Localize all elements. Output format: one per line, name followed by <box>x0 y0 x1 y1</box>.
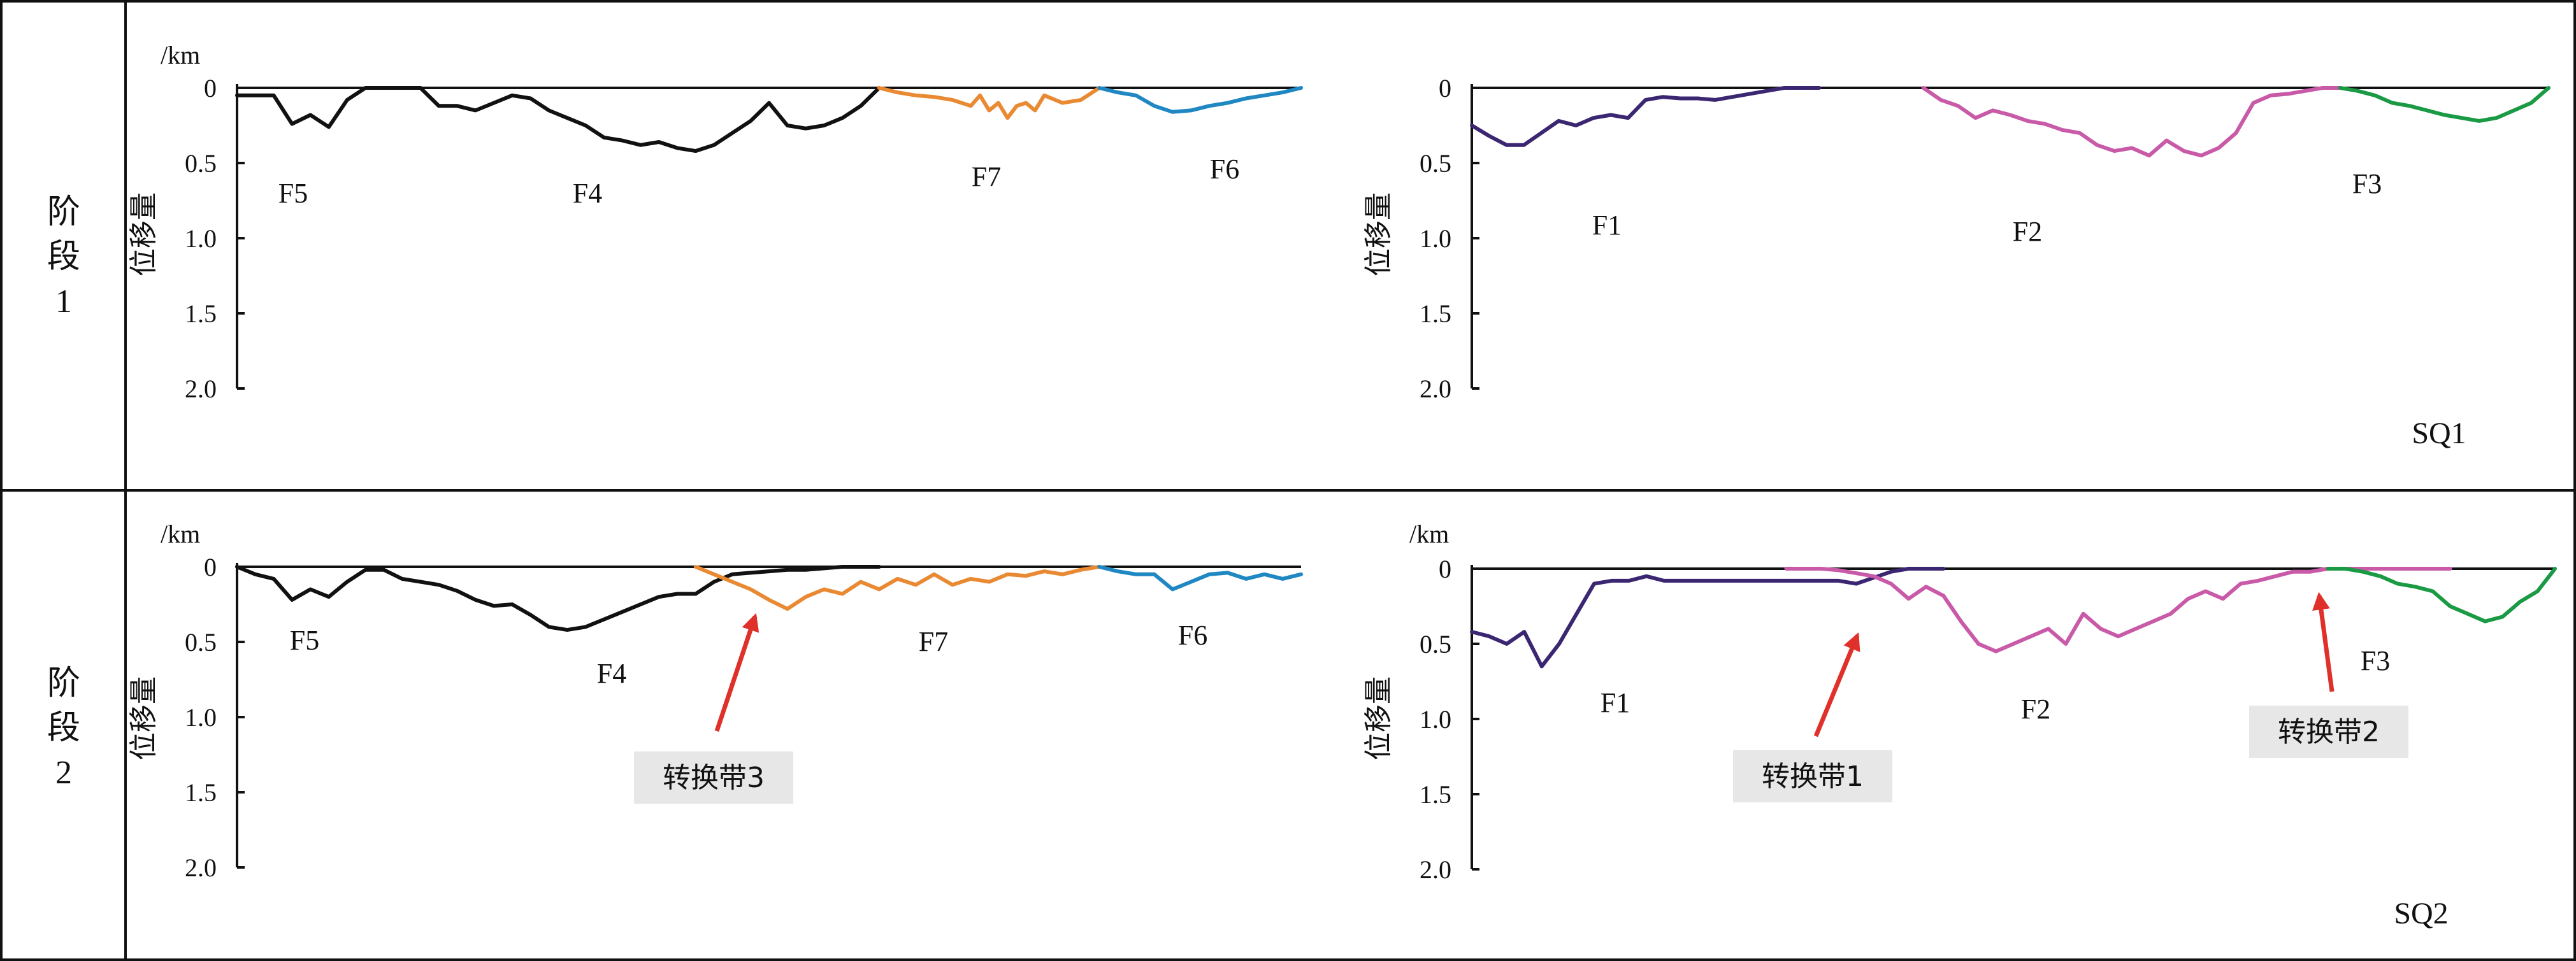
transfer-zone-box <box>2249 706 2408 758</box>
series-line-f3 <box>2338 86 2551 123</box>
y-tick-label: 0.5 <box>1420 630 1451 658</box>
y-tick-label: 2.0 <box>185 853 217 882</box>
transfer-zone-label: 转换带3 <box>663 762 765 794</box>
y-tick-label: 0 <box>1439 74 1451 103</box>
series-line-f1 <box>1470 567 1946 669</box>
sequence-label: SQ1 <box>2412 416 2466 450</box>
fault-label-f6: F6 <box>1210 153 1239 185</box>
stage-2-char-2: 段 <box>47 710 80 746</box>
stage-1-char-2: 段 <box>47 239 80 275</box>
series-line-f4 <box>418 565 881 632</box>
y-tick-label: 1.0 <box>1420 224 1451 253</box>
transfer-zone-box <box>1733 750 1892 802</box>
y-unit-label: /km <box>161 41 200 69</box>
y-tick-label: 0 <box>204 74 217 103</box>
series-line-f5 <box>235 565 422 602</box>
series-line-f5 <box>235 86 422 129</box>
fault-label-f3: F3 <box>2361 645 2390 676</box>
chart-panel-1: 0 0.5 1.0 1.5 2.0/km 位移量 F5 F4 F7 F6 <box>127 41 1303 403</box>
y-tick-label: 0.5 <box>185 628 217 657</box>
series-line-f1 <box>1470 86 1822 147</box>
y-unit-label: /km <box>1409 520 1449 548</box>
y-axis-label: 位移量 <box>1362 676 1395 760</box>
chart-panel-3: 0 0.5 1.0 1.5 2.0/km 位移量 F5 F4 F7 F6 转换带3 <box>127 520 1303 882</box>
series-line-f2 <box>1784 567 2452 653</box>
stage-label-2: 阶 段 2 <box>47 666 80 791</box>
series-line-f6 <box>1097 86 1303 114</box>
stage-2-char-1: 阶 <box>47 666 80 702</box>
y-tick-label: 1.0 <box>185 224 217 253</box>
series-line-f4 <box>418 86 881 153</box>
y-axis-label: 位移量 <box>127 192 160 276</box>
fault-label-f2: F2 <box>2013 216 2042 247</box>
y-tick-label: 1.5 <box>1420 299 1451 328</box>
y-tick-label: 1.0 <box>1420 705 1451 734</box>
y-tick-label: 1.5 <box>1420 780 1451 809</box>
fault-label-f7: F7 <box>972 161 1001 192</box>
chart-panel-2: 0 0.5 1.0 1.5 2.0 位移量 F1 F2 F3 SQ1 <box>1362 74 2551 450</box>
stage-label-1: 阶 段 1 <box>47 194 80 320</box>
y-axis-label: 位移量 <box>1362 192 1395 276</box>
y-tick-label: 1.5 <box>185 778 217 807</box>
y-tick-label: 0 <box>204 553 217 581</box>
fault-label-f5: F5 <box>278 178 308 209</box>
transfer-zone-box <box>634 751 793 804</box>
fault-label-f1: F1 <box>1601 687 1630 718</box>
fault-label-f2: F2 <box>2021 694 2050 725</box>
y-unit-label: /km <box>161 520 200 548</box>
transfer-zone-arrow <box>714 613 759 732</box>
fault-label-f4: F4 <box>597 658 626 689</box>
fault-label-f3: F3 <box>2352 168 2382 199</box>
y-tick-label: 2.0 <box>1420 374 1451 403</box>
series-line-f7 <box>877 86 1102 120</box>
y-tick-label: 0.5 <box>185 149 217 178</box>
stage-1-char-3: 1 <box>55 283 72 320</box>
fault-label-f4: F4 <box>573 178 602 209</box>
series-line-f3 <box>2326 567 2557 623</box>
y-tick-label: 1.5 <box>185 299 217 328</box>
chart-panel-4: 0 0.5 1.0 1.5 2.0/km 位移量 F1 F2 F3 SQ2 转换带1 转换带2 <box>1362 520 2557 930</box>
transfer-zone-label: 转换带2 <box>2278 716 2380 748</box>
y-tick-label: 0 <box>1439 555 1451 583</box>
fault-label-f7: F7 <box>919 626 948 657</box>
fault-label-f6: F6 <box>1178 620 1207 651</box>
series-line-f7 <box>693 565 1102 611</box>
sequence-label: SQ2 <box>2394 897 2448 930</box>
fault-label-f1: F1 <box>1592 210 1622 241</box>
transfer-zone-arrow <box>1813 632 1860 737</box>
series-line-f6 <box>1097 565 1303 592</box>
y-axis-label: 位移量 <box>127 676 160 760</box>
stage-2-char-3: 2 <box>55 755 72 791</box>
y-tick-label: 2.0 <box>1420 855 1451 884</box>
transfer-zone-arrow <box>2312 592 2335 692</box>
y-tick-label: 1.0 <box>185 703 217 732</box>
y-tick-label: 2.0 <box>185 374 217 403</box>
stage-1-char-1: 阶 <box>47 194 80 231</box>
transfer-zone-label: 转换带1 <box>1762 760 1864 793</box>
y-tick-label: 0.5 <box>1420 149 1451 178</box>
fault-label-f5: F5 <box>290 625 319 656</box>
series-line-f2 <box>1921 86 2342 158</box>
